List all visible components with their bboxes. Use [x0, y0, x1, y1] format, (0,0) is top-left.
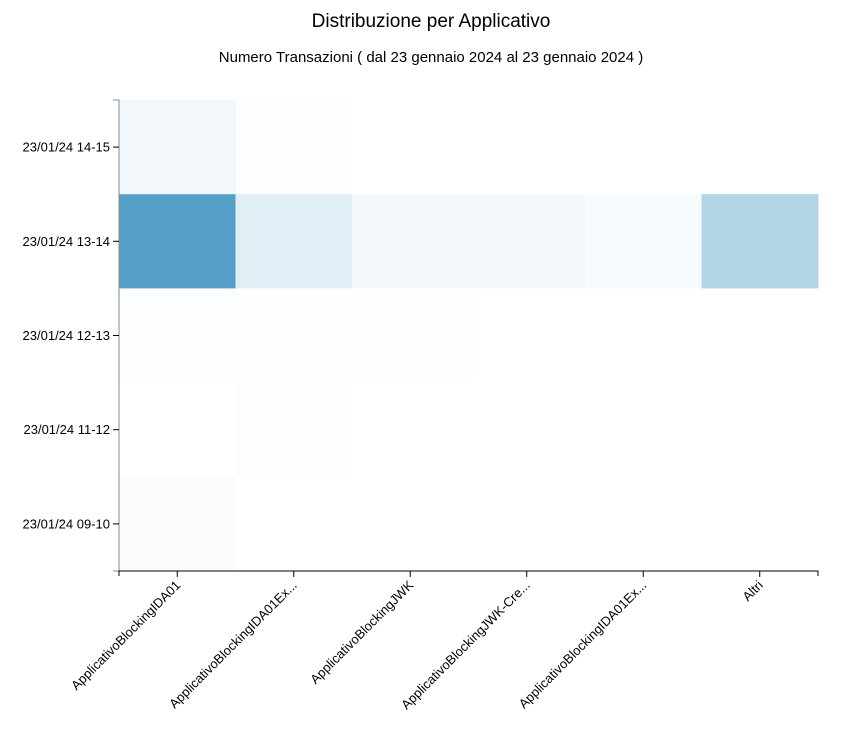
heatmap-cell: [585, 100, 702, 195]
heatmap-cell: [235, 476, 353, 572]
heatmap-cell: [468, 382, 586, 478]
x-axis: ApplicativoBlockingIDA01ApplicativoBlock…: [68, 570, 819, 713]
chart-title: Distribuzione per Applicativo: [311, 11, 551, 32]
chart-subtitle: Numero Transazioni ( dal 23 gennaio 2024…: [218, 49, 644, 66]
heatmap-cell: [585, 288, 702, 384]
heatmap-cell: [468, 194, 586, 289]
y-tick-label: 23/01/24 13-14: [23, 234, 110, 249]
heatmap-cell: [235, 194, 353, 289]
heatmap-cell: [585, 194, 702, 289]
x-tick-label: ApplicativoBlockingJWK: [307, 577, 416, 686]
heatmap-cell: [468, 100, 586, 195]
heatmap-cell: [468, 288, 586, 384]
x-tick-label: ApplicativoBlockingIDA01Ex...: [166, 578, 300, 712]
heatmap-cell: [352, 100, 469, 195]
heatmap-cell: [352, 288, 469, 384]
x-tick-label: ApplicativoBlockingIDA01Ex...: [516, 578, 650, 712]
heatmap-cell: [235, 100, 353, 195]
heatmap-cell: [352, 194, 469, 289]
heatmap-cell: [701, 288, 819, 384]
y-tick-label: 23/01/24 11-12: [24, 422, 111, 437]
x-tick-label: Altri: [739, 577, 766, 604]
heatmap-cell: [701, 100, 819, 195]
heatmap-cell: [352, 476, 469, 572]
heatmap-cell: [119, 382, 236, 478]
x-tick-label: ApplicativoBlockingIDA01: [68, 578, 183, 693]
x-axis-line: [118, 570, 819, 576]
heatmap-cell: [468, 476, 586, 572]
x-tick-label: ApplicativoBlockingJWK-Cre...: [398, 578, 533, 713]
heatmap-cells: [119, 100, 819, 572]
y-tick-label: 23/01/24 09-10: [23, 516, 110, 531]
heatmap-cell: [235, 288, 353, 384]
y-tick-label: 23/01/24 14-15: [23, 140, 110, 155]
y-axis: 23/01/24 14-15 23/01/24 13-14 23/01/24 12-…: [23, 99, 120, 572]
heatmap-cell: [119, 476, 236, 572]
heatmap-cell: [701, 194, 819, 289]
heatmap-cell: [701, 382, 819, 478]
heatmap-cell: [119, 194, 236, 289]
heatmap-cell: [352, 382, 469, 478]
heatmap-cell: [585, 382, 702, 478]
heatmap-cell: [235, 382, 353, 478]
heatmap-cell: [701, 476, 819, 572]
heatmap-cell: [119, 288, 236, 384]
heatmap-cell: [585, 476, 702, 572]
y-tick-label: 23/01/24 12-13: [23, 328, 110, 343]
heatmap-cell: [119, 100, 236, 195]
